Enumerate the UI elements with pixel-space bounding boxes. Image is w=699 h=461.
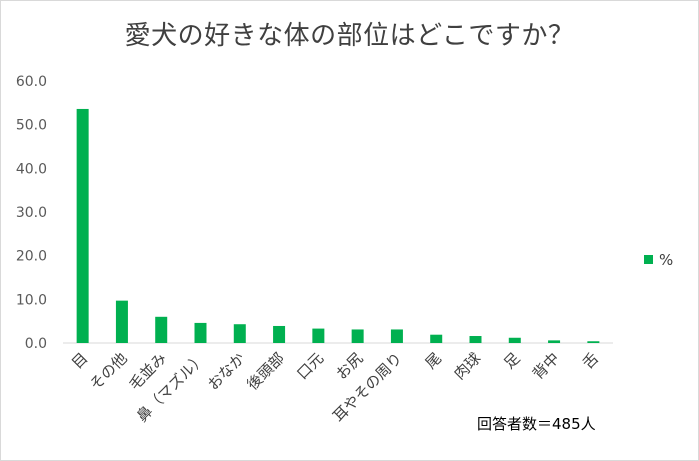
bar-series	[76, 108, 600, 344]
bar	[548, 340, 561, 343]
x-tick-label: 背中	[529, 349, 563, 383]
x-tick-label: おなか	[204, 349, 249, 394]
bar	[587, 341, 600, 343]
x-tick-label: 足	[500, 349, 523, 372]
x-tick-label: 舌	[579, 349, 602, 372]
legend-label: %	[659, 251, 673, 269]
y-tick-label: 20.0	[16, 249, 47, 265]
y-tick-label: 50.0	[16, 118, 47, 134]
y-tick-label: 0.0	[25, 336, 47, 352]
bar	[194, 322, 207, 343]
y-tick-label: 40.0	[16, 161, 47, 177]
bar	[312, 328, 325, 343]
bar	[273, 325, 286, 343]
x-tick-label: 口元	[293, 349, 327, 383]
y-tick-label: 30.0	[16, 205, 47, 221]
bar	[155, 316, 168, 343]
bar	[76, 108, 89, 344]
x-tick-label: 目	[68, 349, 91, 372]
x-tick-label: 尾	[422, 349, 445, 372]
y-tick-labels: 0.0 10.0 20.0 30.0 40.0 50.0 60.0	[16, 74, 47, 352]
bar	[508, 337, 521, 343]
bar	[115, 300, 128, 343]
x-tick-label: 後頭部	[243, 349, 288, 394]
bar	[390, 329, 403, 343]
bar	[430, 334, 443, 343]
legend-swatch	[644, 255, 653, 264]
bar	[233, 324, 246, 343]
y-tick-label: 60.0	[16, 74, 47, 90]
x-tick-label: その他	[86, 349, 131, 394]
x-tick-label: お尻	[333, 349, 367, 383]
x-tick-label: 耳やその周り	[329, 349, 405, 425]
chart-title: 愛犬の好きな体の部位はどこですか？	[124, 21, 575, 51]
x-tick-label: 肉球	[450, 349, 484, 383]
y-tick-label: 10.0	[16, 292, 47, 308]
bar	[469, 336, 482, 343]
legend: %	[644, 251, 673, 269]
bar	[351, 329, 364, 343]
respondent-count-note: 回答者数＝485人	[477, 415, 596, 433]
